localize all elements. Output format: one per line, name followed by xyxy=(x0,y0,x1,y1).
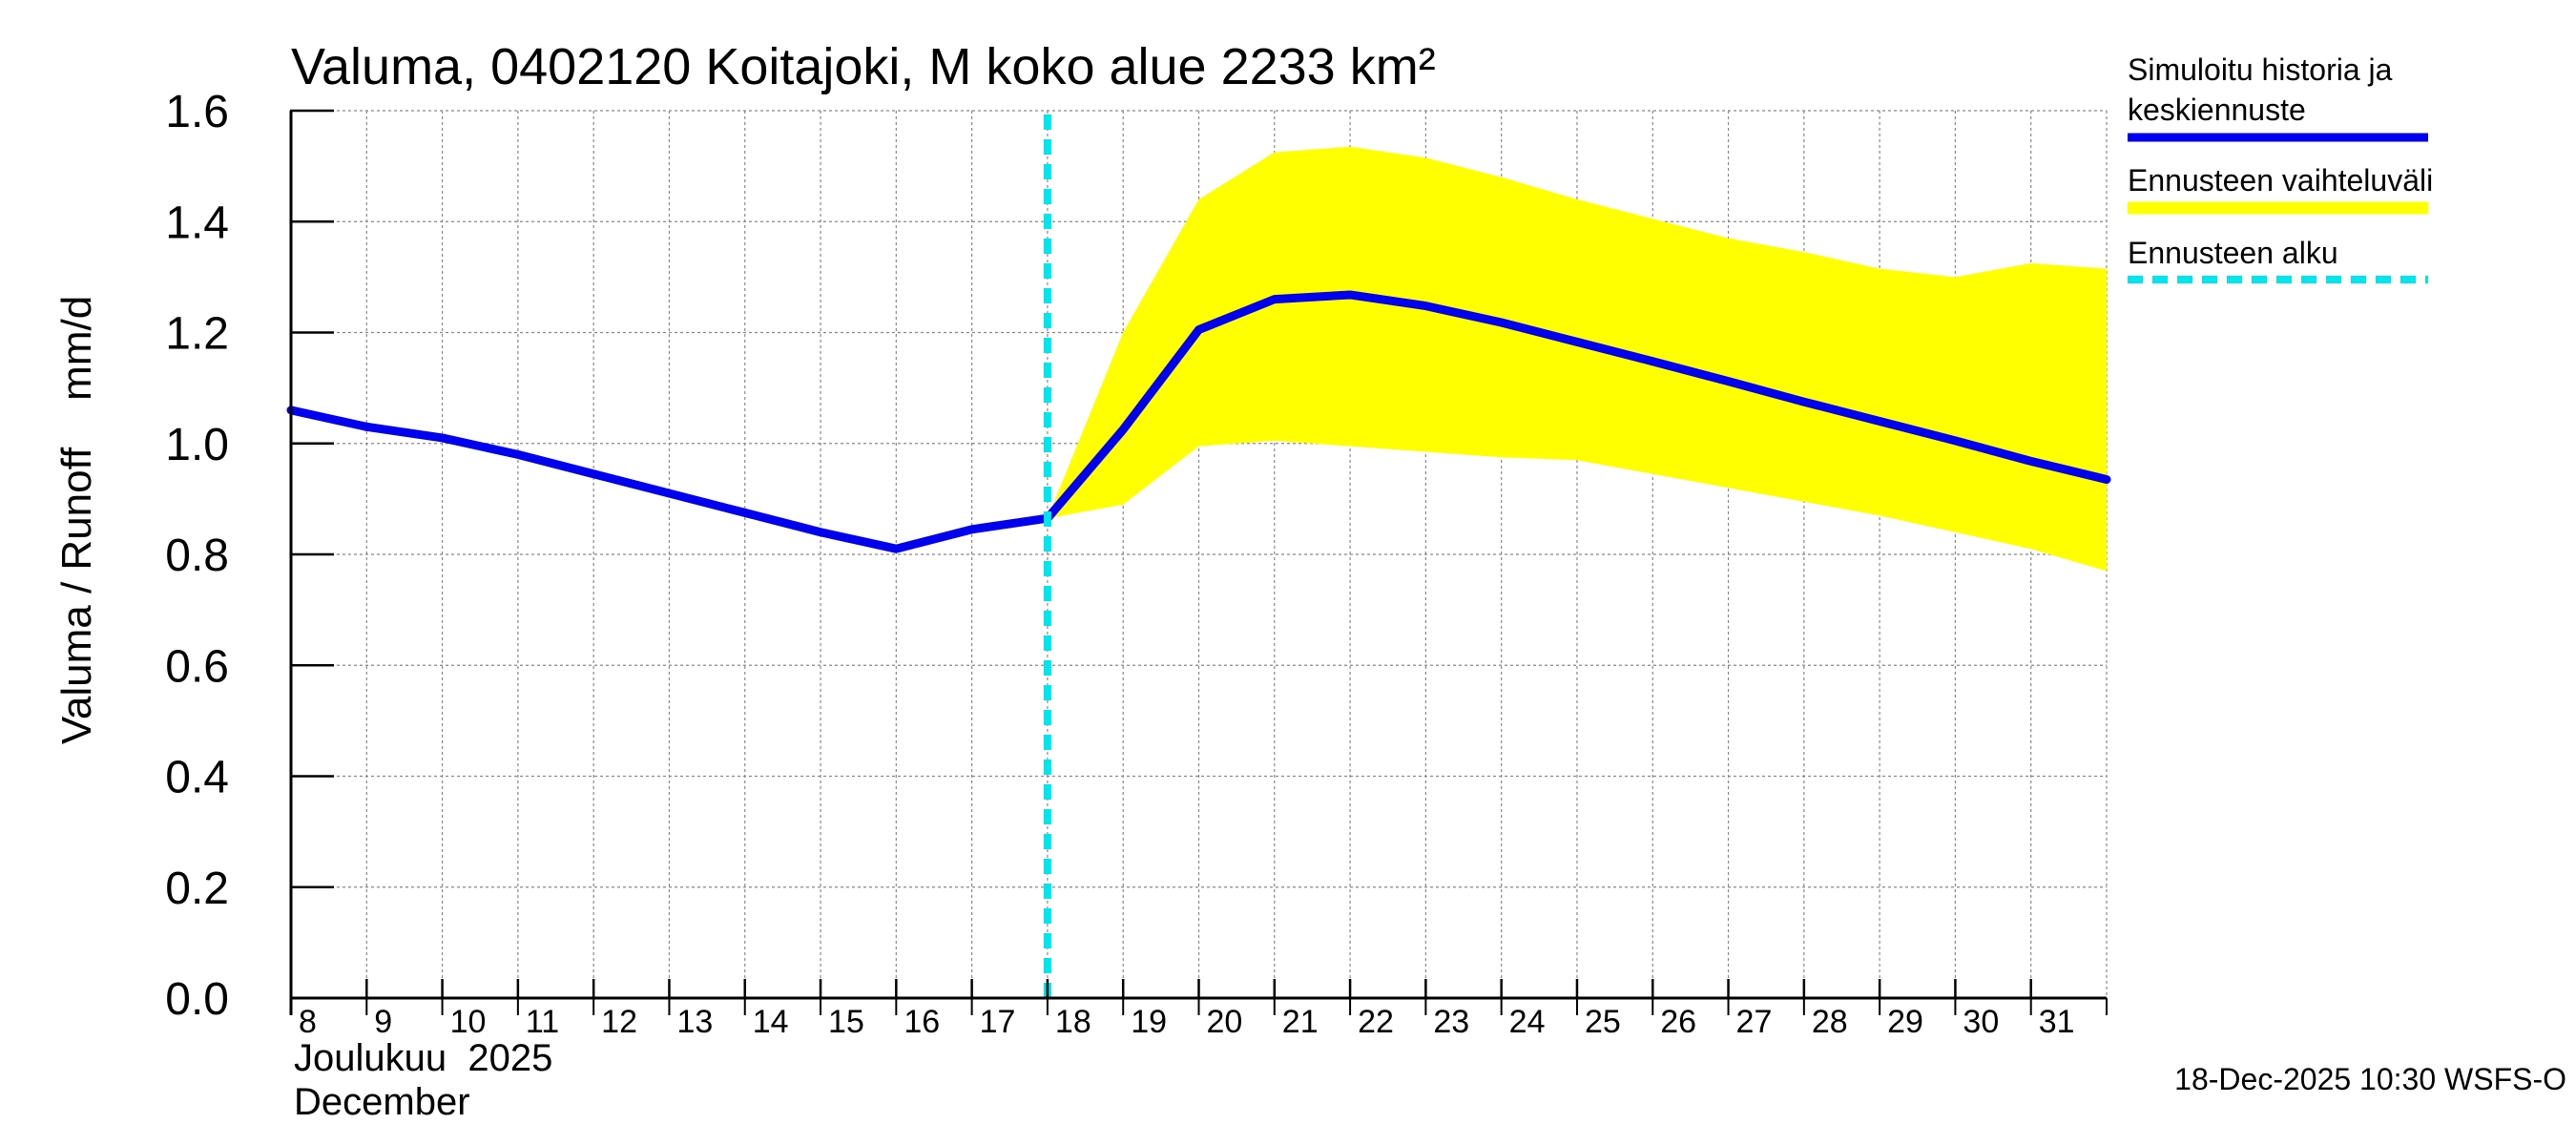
series-layer xyxy=(286,290,2111,553)
y-tick-label: 1.2 xyxy=(165,309,229,360)
y-tick-label: 0.8 xyxy=(165,531,229,581)
x-tick-label: 11 xyxy=(526,1004,559,1040)
x-tick-label: 24 xyxy=(1509,1004,1546,1040)
forecast-band-layer xyxy=(1047,146,2107,572)
legend-label-series-line2: keskiennuste xyxy=(2128,93,2306,127)
month-label-fi: Joulukuu 2025 xyxy=(294,1037,552,1079)
x-tick-label: 20 xyxy=(1207,1004,1243,1040)
x-tick-label: 17 xyxy=(980,1004,1016,1040)
y-tick-label: 1.4 xyxy=(165,198,229,248)
timestamp-footer: 18-Dec-2025 10:30 WSFS-O xyxy=(2174,1062,2566,1096)
x-tick-label: 12 xyxy=(601,1004,637,1040)
axes xyxy=(289,109,2108,1015)
legend-label-forecast-start: Ennusteen alku xyxy=(2128,236,2338,270)
x-tick-label: 14 xyxy=(753,1004,789,1040)
x-tick-label: 27 xyxy=(1736,1004,1773,1040)
x-tick-label: 8 xyxy=(299,1004,317,1040)
x-tick-label: 26 xyxy=(1660,1004,1696,1040)
y-tick-label: 0.4 xyxy=(165,753,229,803)
x-tick-label: 25 xyxy=(1585,1004,1621,1040)
forecast-range-band xyxy=(1047,146,2107,572)
legend: Simuloitu historia ja keskiennuste Ennus… xyxy=(2128,52,2433,283)
x-tick-label: 23 xyxy=(1433,1004,1469,1040)
legend-label-series-line1: Simuloitu historia ja xyxy=(2128,52,2393,87)
y-tick-label: 1.0 xyxy=(165,420,229,470)
x-tick-label: 30 xyxy=(1963,1004,1999,1040)
x-tick-label: 29 xyxy=(1887,1004,1923,1040)
x-tick-labels: 8 9 10 11 12 13 14 15 16 17 18 19 20 21 22 23 24 25 26 27 28… xyxy=(299,1004,2075,1040)
month-label-en: December xyxy=(294,1081,470,1123)
y-tick-label: 1.6 xyxy=(165,87,229,137)
x-tick-label: 9 xyxy=(374,1004,392,1040)
x-tick-label: 28 xyxy=(1812,1004,1848,1040)
x-tick-label: 10 xyxy=(450,1004,487,1040)
chart-title: Valuma, 0402120 Koitajoki, M koko alue 2… xyxy=(291,38,1436,95)
x-tick-label: 31 xyxy=(2039,1004,2075,1040)
y-tick-label: 0.0 xyxy=(165,974,229,1025)
series-line-simulated xyxy=(286,290,2111,553)
x-tick-label: 18 xyxy=(1055,1004,1091,1040)
x-tick-label: 21 xyxy=(1282,1004,1319,1040)
x-tick-label: 13 xyxy=(676,1004,713,1040)
legend-label-band: Ennusteen vaihteluväli xyxy=(2128,163,2433,198)
x-tick-label: 22 xyxy=(1358,1004,1394,1040)
y-tick-label: 0.6 xyxy=(165,641,229,692)
y-tick-labels: 0.0 0.2 0.4 0.6 0.8 1.0 1.2 1.4 1.6 xyxy=(165,87,229,1025)
y-axis-label: Valuma / Runoff mm/d xyxy=(53,296,100,744)
y-tick-label: 0.2 xyxy=(165,864,229,914)
grid-lines xyxy=(291,110,2108,998)
x-tick-label: 15 xyxy=(828,1004,864,1040)
x-tick-label: 16 xyxy=(904,1004,940,1040)
x-tick-label: 19 xyxy=(1131,1004,1167,1040)
